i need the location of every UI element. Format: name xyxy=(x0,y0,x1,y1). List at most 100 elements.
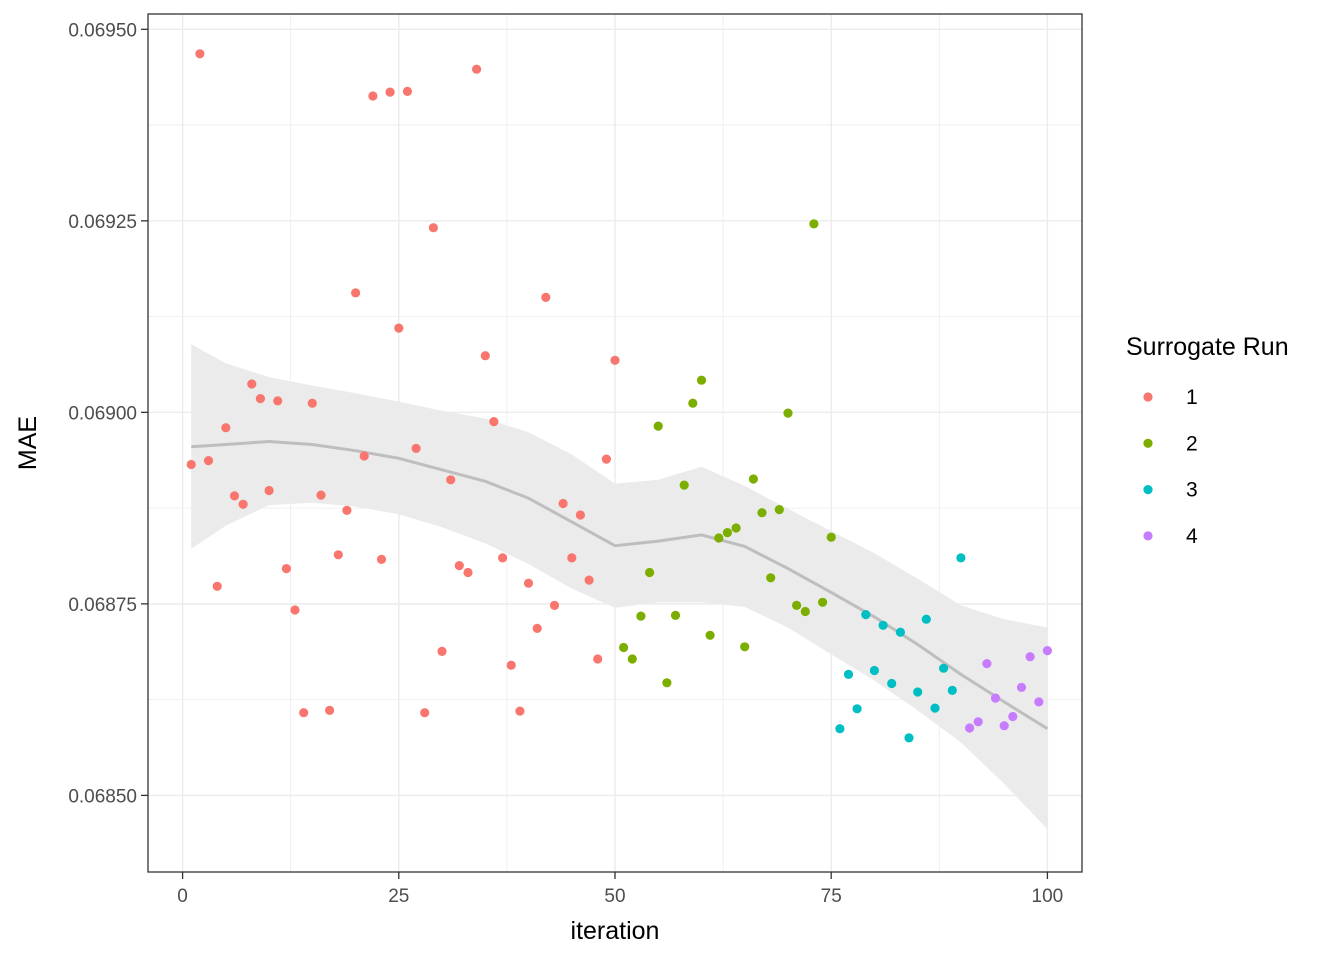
data-point xyxy=(990,693,1001,703)
data-point xyxy=(930,703,940,713)
data-point xyxy=(264,485,274,496)
data-point xyxy=(299,708,309,718)
data-point xyxy=(575,510,586,520)
series-2 xyxy=(619,219,836,688)
data-point xyxy=(385,87,395,97)
data-point xyxy=(567,553,577,563)
data-point xyxy=(307,398,317,408)
data-point xyxy=(558,498,568,509)
data-point xyxy=(402,86,412,96)
legend-item-2: 2 xyxy=(1143,432,1198,455)
data-point xyxy=(541,292,551,302)
data-point xyxy=(255,394,265,404)
data-point xyxy=(549,600,560,611)
data-point xyxy=(601,454,612,464)
y-tick-label: 0.06900 xyxy=(68,403,137,424)
data-point xyxy=(212,581,222,591)
y-tick-label: 0.06850 xyxy=(68,786,137,807)
data-point xyxy=(904,733,914,743)
data-point xyxy=(722,528,733,538)
data-point xyxy=(939,663,949,673)
data-point xyxy=(238,499,248,509)
data-point xyxy=(203,456,214,466)
data-point xyxy=(1008,711,1018,722)
data-point xyxy=(472,64,482,74)
data-point xyxy=(532,623,542,634)
data-point xyxy=(515,706,525,716)
legend: Surrogate Run 1 2 3 4 xyxy=(1126,333,1289,548)
data-point xyxy=(247,379,257,389)
series-4 xyxy=(965,646,1052,733)
data-point xyxy=(852,704,862,714)
data-point xyxy=(869,665,880,676)
data-point xyxy=(843,669,854,680)
data-point xyxy=(281,564,291,574)
data-point xyxy=(627,654,637,664)
data-point xyxy=(792,600,802,611)
data-point xyxy=(411,443,421,453)
legend-label: 1 xyxy=(1186,386,1198,409)
data-point xyxy=(394,323,404,333)
data-points xyxy=(186,49,1052,743)
x-axis-title: iteration xyxy=(571,917,660,945)
legend-item-4: 4 xyxy=(1143,525,1198,548)
data-point xyxy=(757,508,767,518)
data-point xyxy=(506,660,516,670)
data-point xyxy=(965,723,975,733)
data-point xyxy=(437,646,447,657)
data-point xyxy=(783,408,793,418)
legend-items: 1 2 3 4 xyxy=(1143,386,1198,548)
data-point xyxy=(826,532,836,542)
x-tick-label: 25 xyxy=(388,886,409,907)
y-tick-label: 0.06925 xyxy=(68,212,137,233)
data-point xyxy=(489,417,499,427)
data-point xyxy=(653,421,663,431)
data-point xyxy=(1042,646,1052,656)
data-point xyxy=(766,573,776,583)
data-point xyxy=(670,610,681,621)
data-point xyxy=(800,606,810,617)
data-point xyxy=(809,219,819,229)
data-point xyxy=(463,567,473,578)
data-point xyxy=(999,721,1009,731)
legend-label: 3 xyxy=(1186,479,1198,502)
data-point xyxy=(895,627,906,637)
data-point xyxy=(921,614,931,624)
data-point xyxy=(584,575,594,585)
data-point xyxy=(290,605,300,615)
confidence-band xyxy=(191,344,1048,830)
legend-key xyxy=(1143,438,1153,448)
data-point xyxy=(368,91,378,101)
data-point xyxy=(273,396,283,406)
data-point xyxy=(229,491,240,501)
x-tick-label: 75 xyxy=(821,886,842,907)
x-tick-label: 100 xyxy=(1032,886,1064,907)
data-point xyxy=(498,553,508,563)
y-tick-label: 0.06950 xyxy=(68,20,137,41)
data-point xyxy=(619,642,629,653)
data-point xyxy=(947,685,957,696)
data-point xyxy=(523,578,534,588)
data-point xyxy=(645,567,655,578)
data-point xyxy=(714,533,724,543)
data-point xyxy=(1016,682,1027,693)
data-point xyxy=(333,550,343,560)
data-point xyxy=(774,505,784,515)
data-point xyxy=(420,708,430,718)
data-point xyxy=(748,474,759,484)
data-point xyxy=(610,355,620,365)
data-point xyxy=(428,223,438,233)
data-point xyxy=(446,475,456,485)
data-point xyxy=(913,687,923,697)
data-point xyxy=(359,451,369,461)
data-point xyxy=(818,597,828,607)
x-tick-label: 0 xyxy=(177,886,188,907)
data-point xyxy=(982,659,992,669)
data-point xyxy=(342,505,352,515)
legend-label: 2 xyxy=(1186,432,1198,455)
legend-label: 4 xyxy=(1186,525,1198,548)
data-point xyxy=(325,705,335,716)
data-point xyxy=(688,398,698,408)
y-axis: 0.06850 0.06875 0.06900 0.06925 0.06950 xyxy=(68,20,148,807)
